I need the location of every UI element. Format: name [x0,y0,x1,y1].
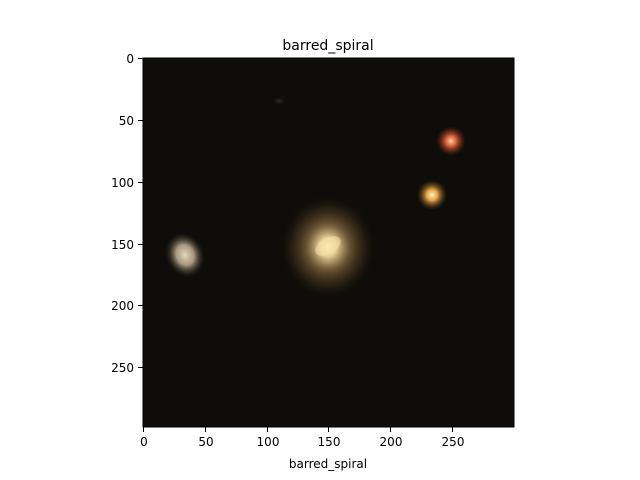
red-star [436,126,466,156]
left-galaxy [165,232,205,278]
x-tick-label: 200 [380,435,403,449]
y-axis: 0 50 100 150 200 250 [111,52,143,375]
plot-title: barred_spiral [282,38,373,54]
orange-star [417,180,447,210]
x-tick-label: 250 [442,435,465,449]
y-tick-label: 150 [111,238,134,252]
x-tick-label: 100 [257,435,280,449]
y-tick-label: 250 [111,361,134,375]
galaxy-bar [315,236,341,256]
x-axis: 0 50 100 150 200 250 [140,427,464,449]
faint-smudge [271,96,287,106]
x-tick-label: 150 [318,435,341,449]
galaxy-image [143,58,514,427]
y-tick-label: 200 [111,299,134,313]
x-axis-label: barred_spiral [289,457,367,471]
x-tick-label: 50 [198,435,213,449]
y-tick-label: 100 [111,176,134,190]
y-tick-label: 0 [126,52,134,66]
x-tick-label: 0 [140,435,148,449]
y-tick-label: 50 [119,114,134,128]
